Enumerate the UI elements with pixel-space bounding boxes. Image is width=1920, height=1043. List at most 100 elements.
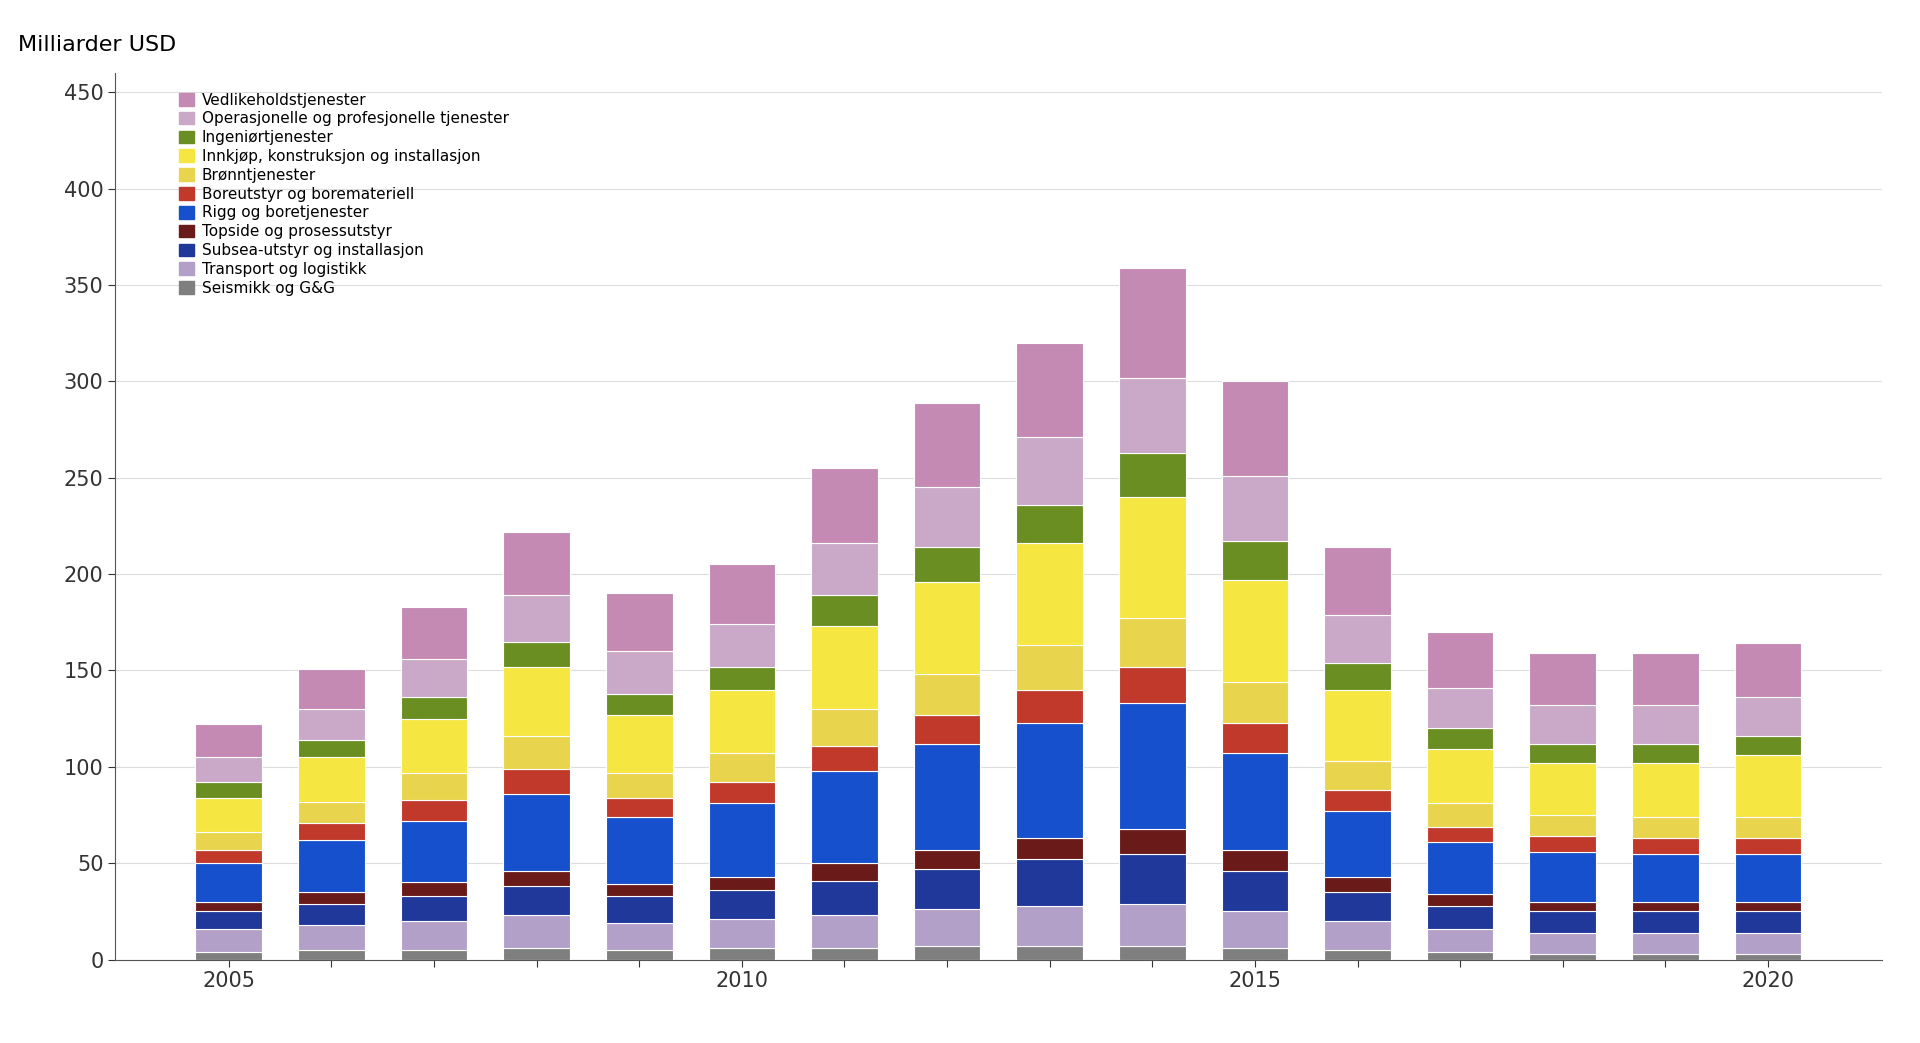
- Bar: [1221, 912, 1288, 948]
- Bar: [1221, 871, 1288, 912]
- Bar: [1016, 723, 1083, 839]
- Bar: [607, 884, 672, 896]
- Bar: [1632, 705, 1699, 744]
- Bar: [1119, 703, 1187, 828]
- Bar: [196, 725, 263, 757]
- Bar: [708, 689, 776, 753]
- Bar: [607, 773, 672, 798]
- Bar: [810, 626, 877, 709]
- Bar: [503, 736, 570, 769]
- Bar: [1221, 580, 1288, 682]
- Bar: [1427, 905, 1494, 928]
- Bar: [1427, 728, 1494, 750]
- Bar: [1530, 836, 1596, 852]
- Text: Milliarder USD: Milliarder USD: [17, 35, 177, 55]
- Bar: [1325, 950, 1390, 960]
- Bar: [196, 798, 263, 832]
- Bar: [1016, 543, 1083, 646]
- Bar: [196, 952, 263, 960]
- Bar: [1221, 850, 1288, 871]
- Bar: [1427, 842, 1494, 894]
- Bar: [1119, 453, 1187, 498]
- Bar: [401, 698, 467, 719]
- Bar: [1016, 905, 1083, 946]
- Bar: [401, 800, 467, 821]
- Bar: [607, 923, 672, 950]
- Bar: [1119, 498, 1187, 618]
- Bar: [503, 794, 570, 871]
- Bar: [708, 782, 776, 803]
- Bar: [914, 548, 981, 582]
- Bar: [1325, 790, 1390, 811]
- Bar: [401, 921, 467, 950]
- Bar: [401, 607, 467, 659]
- Bar: [503, 596, 570, 641]
- Bar: [607, 651, 672, 694]
- Bar: [1221, 682, 1288, 723]
- Bar: [1632, 932, 1699, 953]
- Bar: [1427, 687, 1494, 728]
- Bar: [1734, 755, 1801, 817]
- Bar: [1734, 698, 1801, 736]
- Bar: [196, 928, 263, 952]
- Bar: [1119, 378, 1187, 453]
- Bar: [1119, 946, 1187, 960]
- Bar: [1016, 839, 1083, 859]
- Bar: [1016, 646, 1083, 689]
- Bar: [1221, 723, 1288, 753]
- Bar: [1325, 614, 1390, 662]
- Bar: [1427, 632, 1494, 687]
- Bar: [708, 803, 776, 877]
- Bar: [1632, 912, 1699, 932]
- Bar: [1734, 912, 1801, 932]
- Bar: [1325, 689, 1390, 761]
- Bar: [1119, 268, 1187, 378]
- Bar: [1530, 653, 1596, 705]
- Bar: [1530, 902, 1596, 912]
- Bar: [1016, 437, 1083, 505]
- Bar: [196, 832, 263, 850]
- Bar: [1734, 644, 1801, 698]
- Bar: [1427, 894, 1494, 905]
- Bar: [1632, 763, 1699, 817]
- Bar: [1734, 902, 1801, 912]
- Bar: [298, 925, 365, 950]
- Bar: [1325, 921, 1390, 950]
- Bar: [1427, 928, 1494, 952]
- Bar: [401, 950, 467, 960]
- Bar: [708, 877, 776, 890]
- Bar: [607, 593, 672, 651]
- Bar: [1632, 817, 1699, 839]
- Bar: [1734, 932, 1801, 953]
- Bar: [914, 487, 981, 548]
- Bar: [503, 769, 570, 794]
- Bar: [298, 823, 365, 840]
- Bar: [607, 694, 672, 714]
- Bar: [914, 582, 981, 675]
- Bar: [1427, 750, 1494, 803]
- Bar: [1221, 541, 1288, 580]
- Bar: [1325, 548, 1390, 614]
- Bar: [708, 890, 776, 919]
- Bar: [298, 801, 365, 823]
- Bar: [914, 909, 981, 946]
- Bar: [810, 771, 877, 864]
- Bar: [1427, 827, 1494, 842]
- Bar: [503, 887, 570, 916]
- Bar: [1530, 953, 1596, 960]
- Bar: [1016, 505, 1083, 543]
- Bar: [503, 641, 570, 666]
- Bar: [1734, 736, 1801, 755]
- Bar: [607, 714, 672, 773]
- Bar: [914, 403, 981, 487]
- Bar: [196, 864, 263, 902]
- Bar: [1530, 744, 1596, 763]
- Bar: [298, 892, 365, 903]
- Bar: [708, 948, 776, 960]
- Bar: [708, 919, 776, 948]
- Bar: [503, 871, 570, 887]
- Bar: [1119, 618, 1187, 666]
- Bar: [914, 946, 981, 960]
- Bar: [1530, 932, 1596, 953]
- Bar: [708, 666, 776, 689]
